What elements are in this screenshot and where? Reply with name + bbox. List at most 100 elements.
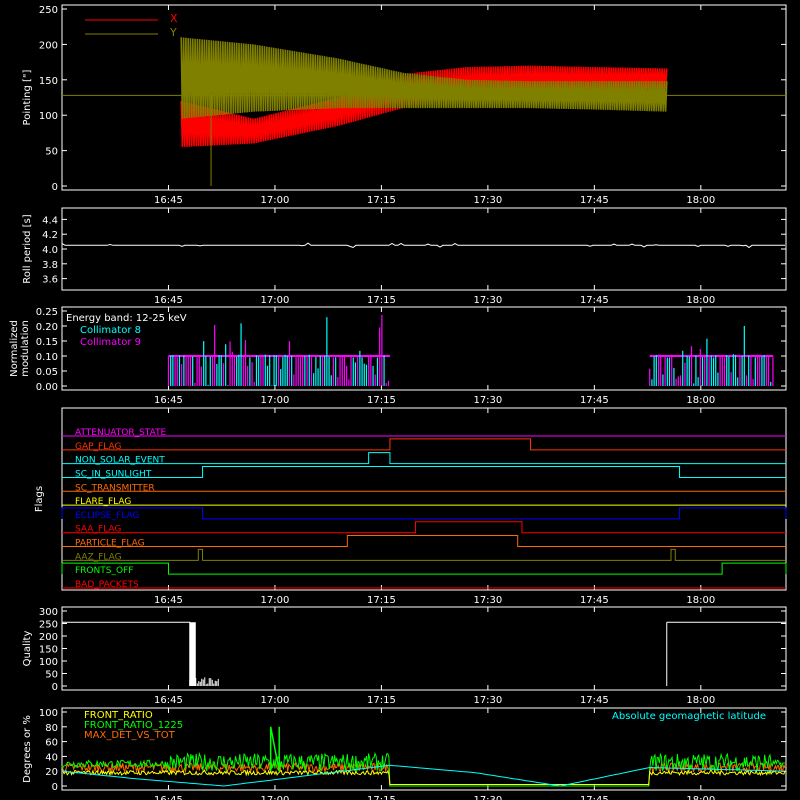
y-tick-label: 0 xyxy=(52,782,58,793)
x-tick-label: 16:45 xyxy=(154,795,183,800)
y-tick-label: 3.8 xyxy=(42,260,58,271)
flag-line xyxy=(62,438,786,451)
y-tick-label: 250 xyxy=(39,5,58,16)
panels: 16:45 17:00 17:15 17:30 17:45 18:00 Pointing [… xyxy=(9,4,787,800)
panel-frame xyxy=(61,306,787,391)
y-tick-label: 0.25 xyxy=(36,307,58,318)
flag-label: SAA_FLAG xyxy=(75,525,121,535)
y-tick-label: 4.0 xyxy=(42,245,58,256)
legends: X Y Energy band: 12-25 keV Collimator 8 … xyxy=(66,12,766,741)
x-tick-label: 17:45 xyxy=(580,195,609,206)
flag-line xyxy=(62,465,786,478)
x-tick-label: 18:00 xyxy=(686,195,715,206)
flag-label: SC_TRANSMITTER xyxy=(75,483,155,493)
x-tick-label: 18:00 xyxy=(686,695,715,706)
y-tick-label: 0.05 xyxy=(36,367,58,378)
flag-line xyxy=(62,521,786,534)
x-tick-label: 17:30 xyxy=(473,295,502,306)
y-tick-label: 0.15 xyxy=(36,337,58,348)
front-ratio-line xyxy=(61,768,786,785)
flag-label: FLARE_FLAG xyxy=(75,497,131,507)
x-tick-label: 17:00 xyxy=(261,295,290,306)
flag-label: GAP_FLAG xyxy=(75,442,121,452)
y-tick-label: 0 xyxy=(52,182,58,193)
x-tick-label: 16:45 xyxy=(154,295,183,306)
x-tick-label: 17:00 xyxy=(261,595,290,606)
y-tick-label: 300 xyxy=(39,607,58,618)
panel-frame xyxy=(61,707,787,791)
flag-label: AAZ_FLAG xyxy=(75,552,122,562)
y-tick-label: 40 xyxy=(45,752,58,763)
flag-line xyxy=(61,562,787,575)
y-tick-label: 250 xyxy=(39,620,58,631)
y-tick-label: 200 xyxy=(39,40,58,51)
y-tick-label: 0.10 xyxy=(36,352,58,363)
y-tick-label: 20 xyxy=(45,767,58,778)
x-tick-label: 18:00 xyxy=(686,295,715,306)
modulation-bars xyxy=(167,314,774,386)
y-tick-label: 0.20 xyxy=(36,322,58,333)
x-tick-label: 17:30 xyxy=(473,395,502,406)
front-ratio-1225-line xyxy=(61,751,786,787)
x-tick-label: 17:15 xyxy=(367,595,396,606)
y-tick-label: 0 xyxy=(52,682,58,693)
x-tick-label: 17:15 xyxy=(367,795,396,800)
flag-label: BAD_PACKETS xyxy=(75,580,139,590)
x-tick-label: 17:15 xyxy=(367,695,396,706)
y-axis-label: Roll period [s] xyxy=(22,214,33,283)
flag-line xyxy=(61,507,787,520)
flag-label: ECLIPSE_FLAG xyxy=(75,511,139,521)
y-tick-label: 0.00 xyxy=(36,382,58,393)
quality-line xyxy=(666,621,787,686)
x-tick-label: 17:45 xyxy=(580,595,609,606)
y-pointing-line xyxy=(180,37,668,119)
y-tick-label: 80 xyxy=(45,723,58,734)
x-tick-label: 18:00 xyxy=(686,595,715,606)
x-tick-label: 17:15 xyxy=(367,195,396,206)
x-pointing-line xyxy=(180,65,668,148)
x-tick-label: 17:45 xyxy=(580,795,609,800)
x-tick-label: 18:00 xyxy=(686,395,715,406)
panel-frame xyxy=(61,606,787,691)
x-tick-label: 17:00 xyxy=(261,395,290,406)
geomag-latitude-line xyxy=(61,764,782,787)
y-axis-label: modulation xyxy=(20,320,31,377)
x-tick-label: 16:45 xyxy=(154,595,183,606)
y-tick-label: 100 xyxy=(39,708,58,719)
quality-line xyxy=(62,621,191,686)
x-tick-label: 17:45 xyxy=(580,695,609,706)
y-tick-label: 3.6 xyxy=(42,275,58,286)
y-axis-label: Flags xyxy=(34,486,45,512)
quality-block xyxy=(189,622,196,686)
flag-line xyxy=(62,452,786,465)
x-tick-label: 16:45 xyxy=(154,195,183,206)
y-axis-label: Quality xyxy=(22,631,33,667)
x-tick-label: 17:30 xyxy=(473,595,502,606)
flag-label: PARTICLE_FLAG xyxy=(75,539,145,549)
y-tick-label: 100 xyxy=(39,111,58,122)
x-tick-label: 17:30 xyxy=(473,695,502,706)
panel-frame xyxy=(61,207,787,291)
x-tick-label: 17:00 xyxy=(261,695,290,706)
panel-frame xyxy=(61,407,787,591)
y-tick-label: 4.4 xyxy=(42,215,58,226)
flag-line xyxy=(62,548,786,561)
y-tick-label: 200 xyxy=(39,632,58,643)
panel-frame xyxy=(61,4,787,191)
y-tick-label: 60 xyxy=(45,738,58,749)
energy-band-label: Energy band: 12-25 keV xyxy=(66,313,187,324)
y-tick-label: 150 xyxy=(39,76,58,87)
flag-label: ATTENUATOR_STATE xyxy=(75,428,167,438)
x-tick-label: 17:30 xyxy=(473,195,502,206)
y-tick-label: 50 xyxy=(45,147,58,158)
max-det-vs-tot-label: MAX_DET_VS_TOT xyxy=(84,730,176,741)
y-tick-label: 50 xyxy=(45,670,58,681)
legend-y-label: Y xyxy=(169,26,177,39)
flag-line xyxy=(62,535,786,548)
y-axis-label: Pointing ["] xyxy=(22,69,33,125)
x-tick-label: 17:15 xyxy=(367,395,396,406)
x-tick-label: 17:30 xyxy=(473,795,502,800)
flag-label: NON_SOLAR_EVENT xyxy=(75,456,165,466)
x-tick-label: 17:45 xyxy=(580,395,609,406)
